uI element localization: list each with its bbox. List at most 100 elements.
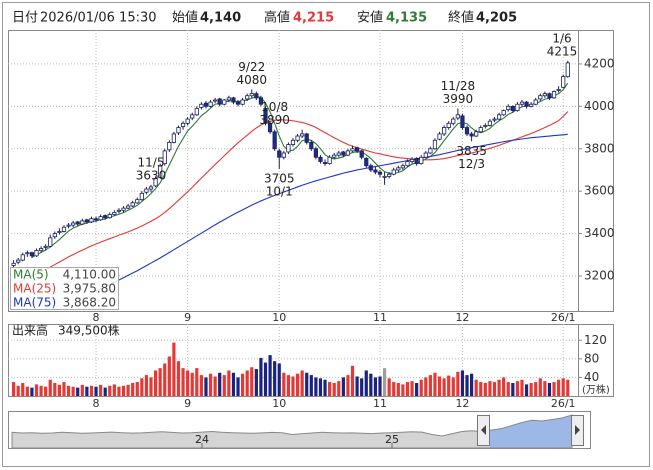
volume-bar (355, 376, 359, 396)
candle-body (405, 161, 410, 167)
volume-bar (236, 377, 240, 396)
annotation-value: 3990 (443, 92, 474, 106)
candle-body (199, 103, 204, 108)
candle-body (135, 199, 140, 204)
volume-bar (163, 363, 167, 396)
annotation-date: 10/8 (261, 100, 288, 114)
volume-bar (241, 373, 245, 396)
candle-body (304, 133, 309, 143)
candle-body (414, 157, 419, 165)
candle-body (167, 141, 172, 151)
volume-bar (89, 385, 94, 396)
candle-body (524, 101, 529, 107)
volume-bar (277, 363, 281, 396)
legend-name: MA(25) (13, 282, 56, 296)
legend-name: MA(5) (13, 268, 49, 282)
volume-bar (103, 387, 107, 396)
candle-body (217, 98, 222, 105)
y-tick-label: 4200 (584, 56, 615, 70)
annotation-value: 4215 (547, 44, 578, 58)
volume-y-tick-label: 120 (584, 333, 607, 347)
candle-body (112, 211, 117, 215)
volume-bar (99, 384, 103, 396)
candle-body (469, 133, 474, 137)
annotation-value: 3705 (264, 171, 295, 185)
volume-bar (16, 385, 20, 396)
volume-bar (222, 375, 226, 396)
ma-line (95, 133, 568, 292)
volume-bar (428, 375, 432, 396)
navigator-left-handle[interactable] (477, 415, 490, 446)
candle-body (185, 118, 190, 124)
candle-body (43, 245, 48, 248)
volume-bar (502, 377, 506, 396)
volume-bar (245, 370, 249, 396)
candle-body (190, 114, 195, 119)
candle-body (139, 192, 144, 201)
annotation-date: 1/6 (552, 31, 571, 45)
volume-bar (213, 376, 217, 396)
annotation-date: 10/1 (266, 184, 293, 198)
volume-bar (144, 375, 149, 396)
candle-body (510, 105, 515, 111)
volume-latest: 349,500株 (58, 323, 120, 338)
candle-body (158, 165, 163, 178)
candle-body (419, 156, 424, 165)
volume-bar (437, 376, 442, 396)
volume-bar (520, 379, 524, 396)
x-tick-label: 10 (272, 311, 286, 324)
volume-bar (506, 382, 510, 396)
y-tick-label: 3400 (584, 226, 615, 240)
volume-bar (76, 387, 80, 396)
candle-body (249, 93, 254, 97)
ma-line (13, 111, 569, 285)
volume-bar (382, 368, 387, 396)
volume-bar (433, 372, 437, 396)
volume-bar (524, 384, 529, 396)
volume-bar (479, 382, 483, 396)
volume-bar (474, 379, 478, 396)
candle-body (492, 118, 497, 121)
candle-body (38, 248, 44, 251)
volume-bar (538, 378, 542, 396)
volume-bar (350, 365, 355, 396)
candle-body (98, 216, 103, 221)
volume-unit: (万株) (582, 383, 610, 396)
volume-bar (176, 361, 181, 396)
candle-body (80, 220, 85, 225)
candle-body (313, 148, 318, 158)
volume-bar (419, 379, 423, 396)
candle-body (258, 97, 264, 105)
volume-bar (488, 381, 492, 396)
volume-bar (195, 368, 199, 396)
candle-body (474, 131, 479, 137)
candle-body (121, 207, 126, 211)
x-tick-label: 8 (93, 397, 100, 410)
legend-value: 4,110.00 (63, 268, 116, 282)
high-value: 4,215 (293, 11, 334, 26)
volume-bar (94, 386, 98, 396)
volume-bar (62, 382, 66, 396)
candle-body (130, 202, 135, 207)
volume-bar (470, 373, 474, 396)
x-tick-label: 12 (455, 397, 469, 410)
volume-bar (314, 377, 318, 396)
annotation-date: 9/22 (238, 60, 265, 74)
volume-bar (424, 377, 428, 396)
candle-body (396, 167, 401, 171)
candle-body (126, 205, 131, 209)
volume-bar (318, 378, 323, 396)
candle-body (57, 231, 62, 233)
candle-body (483, 125, 488, 127)
navigator-area (11, 414, 573, 449)
open-value: 4,140 (200, 11, 241, 26)
navigator-right-handle[interactable] (571, 415, 584, 446)
x-tick-label: 12 (455, 311, 469, 324)
volume-bar (295, 373, 300, 396)
volume-bar (140, 378, 144, 396)
candle-body (442, 127, 447, 135)
candle-body (281, 152, 286, 158)
volume-bar (53, 382, 57, 396)
volume-bar (465, 375, 469, 396)
volume-y-tick-label: 40 (584, 370, 599, 384)
